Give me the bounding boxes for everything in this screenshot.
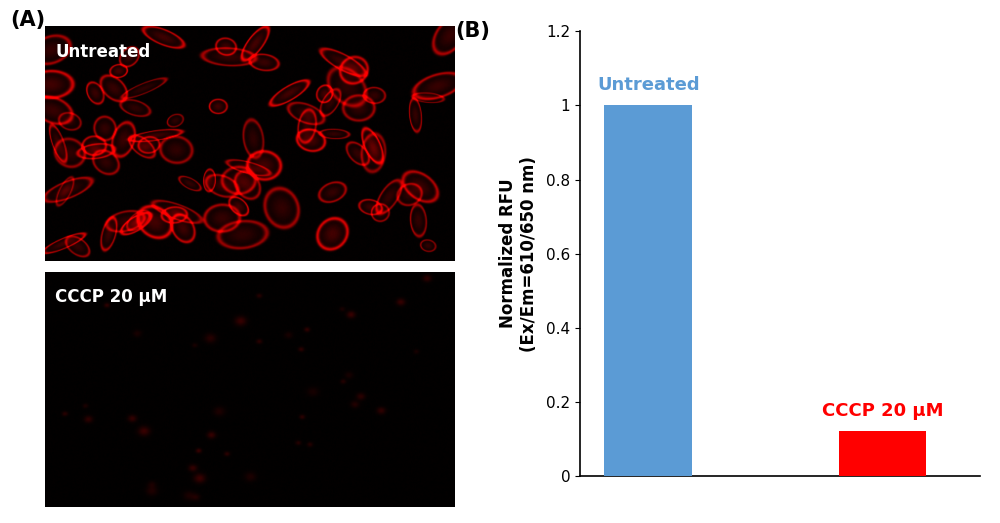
Text: CCCP 20 μM: CCCP 20 μM [55,289,168,306]
Bar [604,106,692,476]
Text: CCCP 20 μM: CCCP 20 μM [822,402,943,420]
Text: Untreated: Untreated [597,76,700,94]
Y-axis label: Normalized RFU
(Ex/Em=610/650 nm): Normalized RFU (Ex/Em=610/650 nm) [499,156,538,351]
Text: (A): (A) [10,10,45,30]
Text: (B): (B) [455,21,490,41]
Text: Untreated: Untreated [55,43,150,61]
Bar [839,431,926,476]
